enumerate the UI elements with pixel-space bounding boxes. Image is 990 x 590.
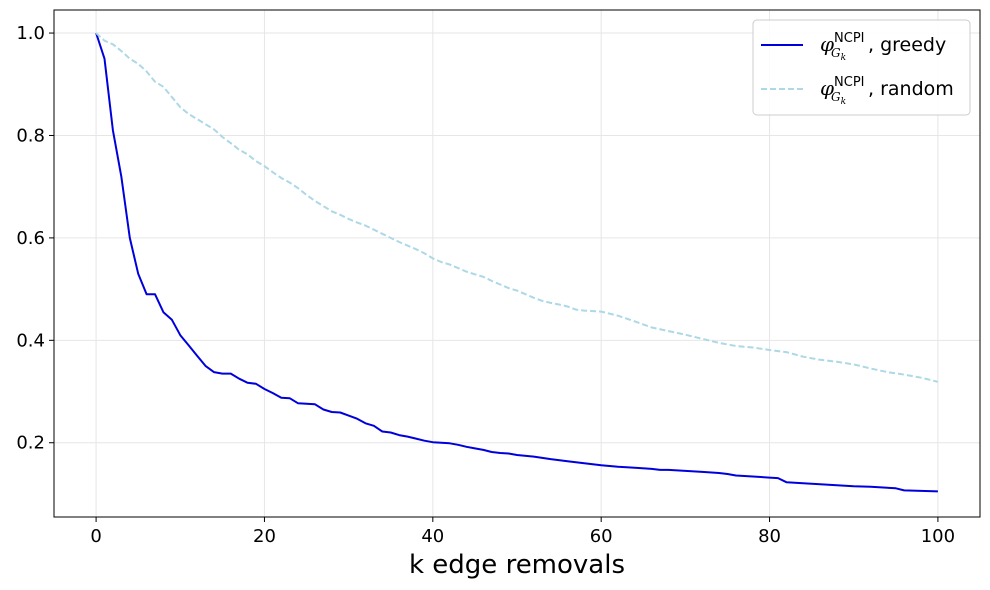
legend-random-subsub: k xyxy=(841,97,846,107)
y-axis-ticks: 0.2 0.4 0.6 0.8 1.0 xyxy=(16,23,54,454)
x-axis-ticks: 0 20 40 60 80 100 xyxy=(90,517,955,547)
x-tick-label: 40 xyxy=(421,526,444,547)
legend-entry-greedy: φNCPI Gk , greedy xyxy=(820,31,946,63)
legend-random-label: , random xyxy=(868,78,954,100)
x-tick-label: 0 xyxy=(90,526,101,547)
plot-frame xyxy=(53,9,981,518)
legend-random-symbol: φ xyxy=(820,76,834,100)
legend-entry-random: φNCPI Gk , random xyxy=(820,75,954,107)
legend-box xyxy=(752,19,971,116)
y-tick-label: 0.8 xyxy=(16,125,45,146)
legend-greedy-symbol: φ xyxy=(820,32,834,56)
legend-greedy-label: , greedy xyxy=(868,34,946,56)
x-tick-label: 100 xyxy=(921,526,955,547)
legend-random-sup: NCPI xyxy=(834,75,864,90)
y-tick-label: 1.0 xyxy=(16,23,45,44)
legend-greedy-sub: G xyxy=(831,46,841,60)
x-axis-title: k edge removals xyxy=(409,550,625,580)
x-tick-label: 20 xyxy=(253,526,276,547)
series-line-random xyxy=(95,32,939,383)
legend: φNCPI Gk, greedy φNCPI Gk, random xyxy=(752,19,971,116)
x-tick-label: 60 xyxy=(590,526,613,547)
legend-greedy-sup: NCPI xyxy=(834,31,864,46)
x-tick-label: 80 xyxy=(758,526,781,547)
legend-greedy-subsub: k xyxy=(841,53,846,63)
y-tick-label: 0.4 xyxy=(16,330,45,351)
y-tick-label: 0.6 xyxy=(16,228,45,249)
legend-random-sub: G xyxy=(831,90,841,104)
series-line-greedy xyxy=(95,32,938,493)
series-lines xyxy=(95,32,939,493)
y-tick-label: 0.2 xyxy=(16,433,45,454)
